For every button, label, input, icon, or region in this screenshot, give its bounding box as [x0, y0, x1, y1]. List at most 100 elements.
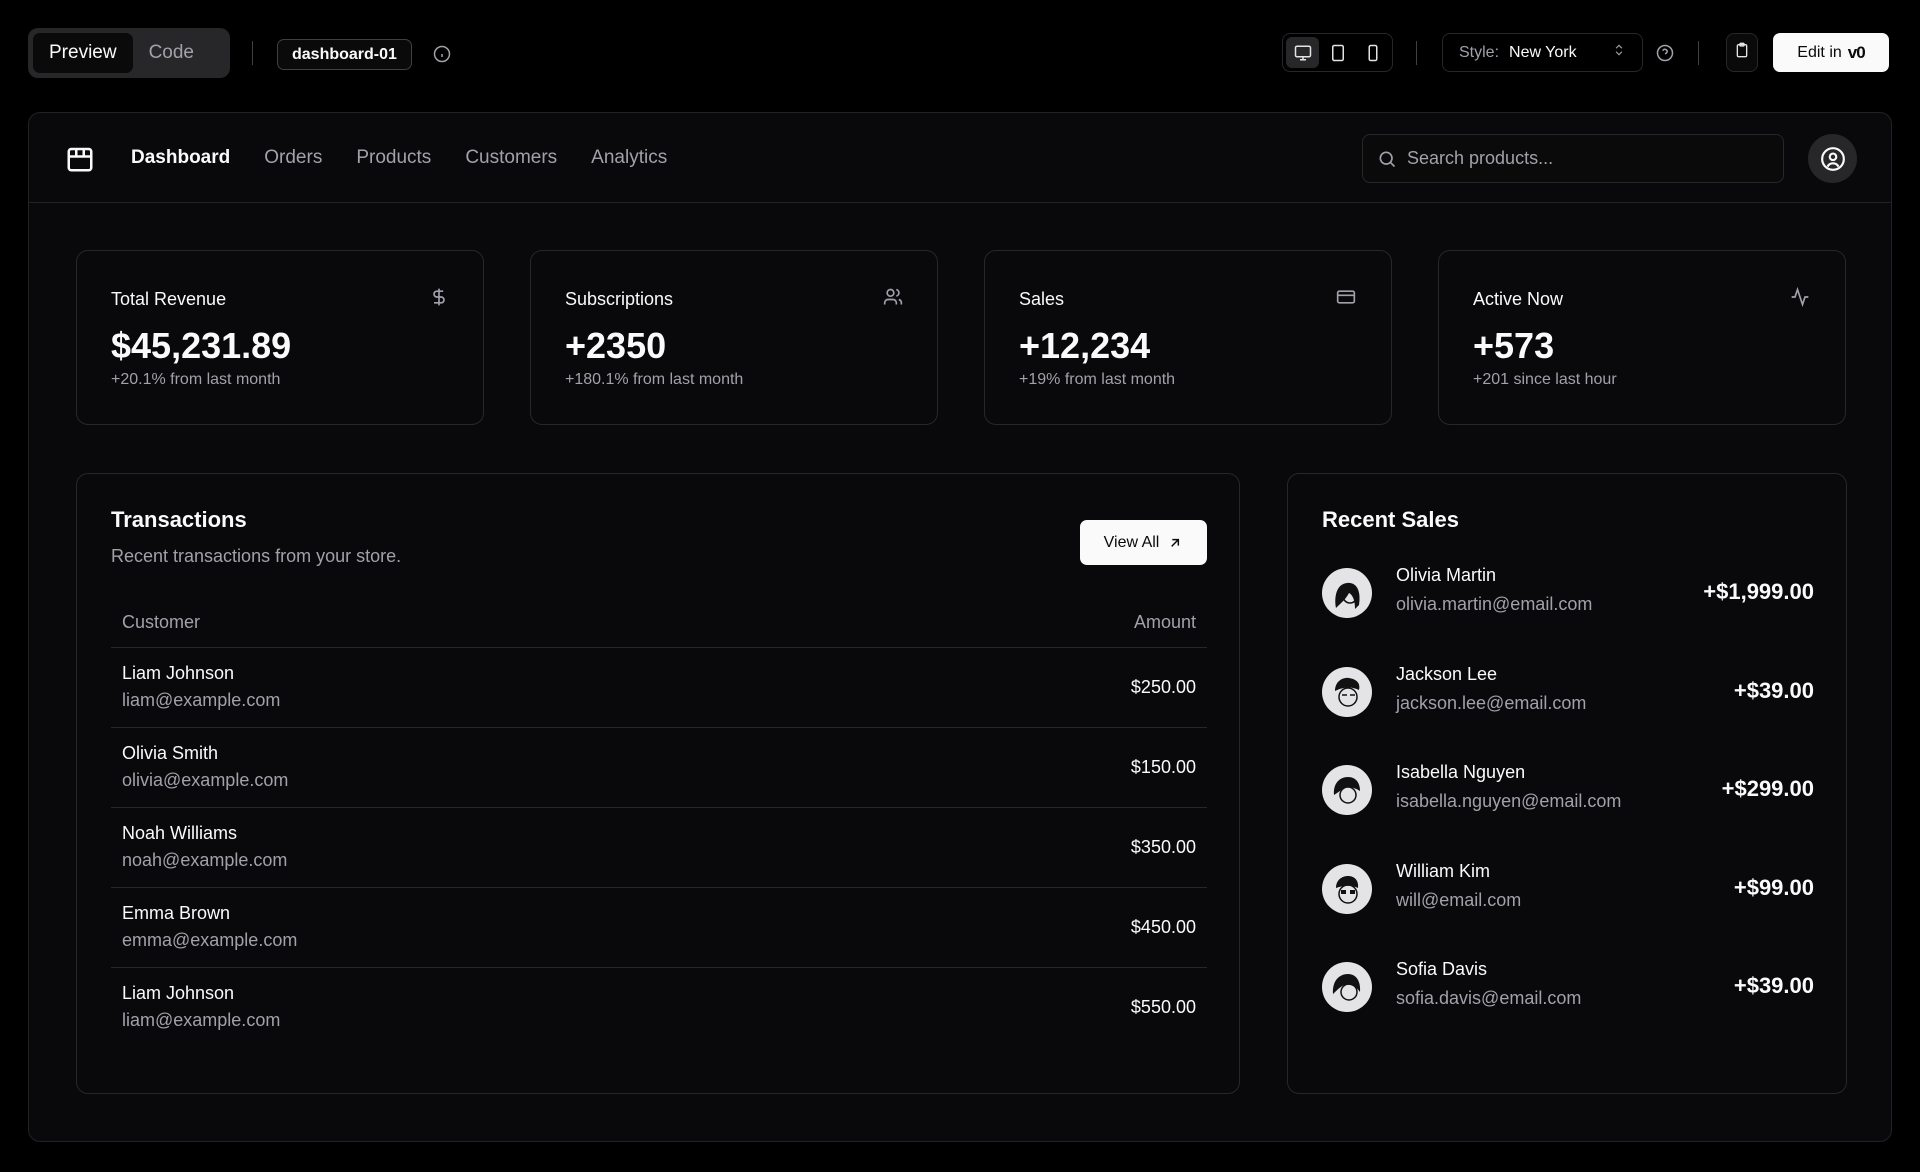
- stat-card-revenue: Total Revenue $45,231.89 +20.1% from las…: [76, 250, 484, 425]
- top-nav: Dashboard Orders Products Customers Anal…: [29, 113, 1891, 203]
- nav-orders[interactable]: Orders: [264, 147, 323, 168]
- stat-card-sales: Sales +12,234 +19% from last month: [984, 250, 1392, 425]
- sale-name: Sofia Davis: [1396, 959, 1488, 979]
- stat-value: $45,231.89: [111, 325, 292, 366]
- view-all-label: View All: [1103, 533, 1160, 551]
- tab-preview[interactable]: Preview: [33, 33, 133, 73]
- stat-value: +12,234: [1019, 325, 1151, 366]
- store-logo-icon[interactable]: [65, 144, 95, 179]
- tab-code[interactable]: Code: [148, 42, 194, 63]
- customer-email: noah@example.com: [122, 850, 288, 870]
- column-header-customer: Customer: [111, 599, 872, 648]
- avatar: [1322, 962, 1372, 1012]
- customer-name: Liam Johnson: [122, 983, 235, 1004]
- edit-label: Edit in: [1797, 43, 1842, 61]
- v0-logo: v0: [1847, 42, 1866, 62]
- customer-email: liam@example.com: [122, 690, 281, 710]
- block-name-badge[interactable]: dashboard-01: [277, 39, 412, 70]
- transactions-card: Transactions Recent transactions from yo…: [76, 473, 1240, 1094]
- sale-email: isabella.nguyen@email.com: [1396, 791, 1622, 811]
- sale-name: Olivia Martin: [1396, 565, 1497, 585]
- edit-in-v0-button[interactable]: Edit in v0: [1773, 33, 1889, 72]
- chevron-up-down-icon: [1612, 43, 1626, 62]
- recent-sales-card: Recent Sales Olivia Martin olivia.martin…: [1287, 473, 1847, 1094]
- transactions-table: Customer Amount Liam Johnson liam@example…: [111, 599, 1207, 1047]
- stat-change: +20.1% from last month: [111, 371, 281, 388]
- stat-title: Subscriptions: [565, 289, 674, 309]
- stat-title: Sales: [1019, 289, 1065, 309]
- stat-change: +201 since last hour: [1473, 371, 1617, 388]
- tablet-icon[interactable]: [1321, 37, 1354, 68]
- view-toggle: Preview Code: [28, 28, 230, 78]
- sale-email: will@email.com: [1396, 890, 1522, 910]
- users-icon: [883, 287, 903, 312]
- help-icon[interactable]: [1655, 43, 1675, 63]
- divider: [252, 41, 253, 65]
- stat-value: +573: [1473, 325, 1555, 366]
- table-row[interactable]: Emma Brown emma@example.com $450.00: [111, 887, 1207, 968]
- credit-card-icon: [1335, 287, 1357, 312]
- stat-change: +19% from last month: [1019, 371, 1176, 388]
- sale-item: Isabella Nguyen isabella.nguyen@email.co…: [1322, 760, 1814, 820]
- search-input[interactable]: [1407, 148, 1769, 169]
- info-icon[interactable]: [432, 44, 452, 64]
- dollar-icon: [429, 287, 449, 312]
- sale-item: William Kim will@email.com +$99.00: [1322, 859, 1814, 919]
- sale-email: sofia.davis@email.com: [1396, 988, 1582, 1008]
- customer-name: Emma Brown: [122, 903, 231, 923]
- stat-card-subscriptions: Subscriptions +2350 +180.1% from last mo…: [530, 250, 938, 425]
- customer-email: olivia@example.com: [122, 770, 289, 790]
- arrow-up-right-icon: [1167, 535, 1183, 551]
- customer-name: Noah Williams: [122, 823, 238, 843]
- user-circle-icon: [1820, 146, 1846, 172]
- sale-amount: +$39.00: [1733, 973, 1814, 998]
- avatar: [1322, 568, 1372, 618]
- recent-sales-title: Recent Sales: [1322, 507, 1459, 532]
- preview-frame: Dashboard Orders Products Customers Anal…: [28, 112, 1892, 1142]
- table-row[interactable]: Noah Williams noah@example.com $350.00: [111, 807, 1207, 888]
- stat-card-active: Active Now +573 +201 since last hour: [1438, 250, 1846, 425]
- style-value: New York: [1509, 43, 1577, 61]
- transactions-subtitle: Recent transactions from your store.: [111, 546, 402, 566]
- customer-name: Liam Johnson: [122, 663, 235, 683]
- customer-name: Olivia Smith: [122, 743, 219, 763]
- avatar: [1322, 667, 1372, 717]
- style-label: Style:: [1459, 43, 1500, 61]
- stat-value: +2350: [565, 325, 667, 366]
- stat-title: Total Revenue: [111, 289, 227, 309]
- column-header-amount: Amount: [871, 599, 1207, 648]
- nav-dashboard[interactable]: Dashboard: [131, 147, 231, 168]
- device-toggle: [1282, 33, 1393, 72]
- transactions-title: Transactions: [111, 507, 247, 532]
- mobile-icon[interactable]: [1356, 37, 1389, 68]
- table-row[interactable]: Liam Johnson liam@example.com $550.00: [111, 967, 1207, 1047]
- search-box: [1362, 134, 1784, 183]
- amount: $350.00: [871, 807, 1207, 888]
- sale-item: Olivia Martin olivia.martin@email.com +$…: [1322, 563, 1814, 623]
- customer-email: emma@example.com: [122, 930, 298, 950]
- table-row[interactable]: Olivia Smith olivia@example.com $150.00: [111, 727, 1207, 808]
- amount: $250.00: [871, 647, 1207, 728]
- nav-products[interactable]: Products: [356, 147, 432, 168]
- sale-email: olivia.martin@email.com: [1396, 594, 1593, 614]
- activity-icon: [1789, 286, 1811, 312]
- amount: $550.00: [1130, 996, 1196, 1017]
- nav-customers[interactable]: Customers: [465, 147, 558, 168]
- amount: $450.00: [871, 887, 1207, 968]
- stat-title: Active Now: [1473, 289, 1564, 309]
- sale-amount: +$99.00: [1733, 875, 1814, 900]
- stat-change: +180.1% from last month: [565, 371, 744, 388]
- nav-analytics[interactable]: Analytics: [591, 147, 668, 168]
- sale-amount: +$1,999.00: [1703, 579, 1814, 604]
- sale-item: Sofia Davis sofia.davis@email.com +$39.0…: [1322, 957, 1814, 1017]
- user-menu-button[interactable]: [1808, 134, 1857, 183]
- table-row[interactable]: Liam Johnson liam@example.com $250.00: [111, 647, 1207, 728]
- divider: [1698, 41, 1699, 65]
- copy-clipboard-button[interactable]: [1726, 33, 1758, 72]
- style-select[interactable]: Style: New York: [1442, 33, 1643, 72]
- divider: [1416, 41, 1417, 65]
- desktop-icon[interactable]: [1286, 37, 1319, 68]
- view-all-button[interactable]: View All: [1080, 520, 1207, 565]
- clipboard-icon: [1734, 41, 1750, 64]
- sale-name: Jackson Lee: [1396, 664, 1498, 684]
